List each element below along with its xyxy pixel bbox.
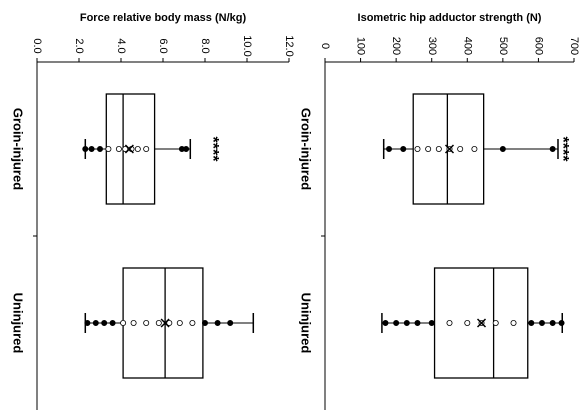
data-point	[120, 319, 127, 326]
y-tick-label: 400	[461, 37, 473, 55]
data-point	[143, 145, 150, 152]
data-point	[464, 319, 471, 326]
mean-marker	[476, 318, 487, 328]
data-point	[166, 319, 173, 326]
data-point	[134, 145, 141, 152]
y-tick-label: 4.0	[115, 38, 127, 53]
data-point	[130, 319, 137, 326]
data-point	[82, 145, 89, 152]
y-tick-label: 6.0	[157, 38, 169, 53]
significance-annotation: ****	[204, 137, 221, 163]
chart-title: Isometric hip adductor strength (N)	[358, 12, 542, 24]
data-point	[227, 319, 234, 326]
data-point	[510, 319, 517, 326]
y-tick-label: 2.0	[73, 38, 85, 53]
data-point	[538, 319, 545, 326]
data-point	[115, 145, 122, 152]
data-point	[414, 319, 421, 326]
data-point	[414, 145, 421, 152]
y-tick-label: 300	[426, 37, 438, 55]
data-point	[403, 319, 410, 326]
x-tick-label: Groin-injured	[299, 108, 314, 190]
data-point	[457, 145, 464, 152]
data-point	[97, 145, 104, 152]
data-point	[558, 319, 565, 326]
data-point	[471, 145, 478, 152]
data-point	[549, 145, 556, 152]
data-point	[88, 145, 95, 152]
data-point	[176, 319, 183, 326]
data-point	[549, 319, 556, 326]
y-tick-label: 700	[568, 37, 579, 55]
mean-marker	[160, 318, 170, 328]
data-point	[446, 319, 453, 326]
data-point	[183, 145, 190, 152]
data-point	[201, 319, 208, 326]
x-tick-label: Uninjured	[11, 293, 26, 354]
data-point	[393, 319, 400, 326]
data-point	[435, 145, 442, 152]
data-point	[109, 319, 116, 326]
mean-marker	[444, 144, 455, 154]
y-tick-label: 200	[390, 37, 402, 55]
data-point	[528, 319, 535, 326]
data-point	[428, 319, 435, 326]
y-tick-label: 0.0	[31, 38, 43, 53]
data-point	[214, 319, 221, 326]
y-tick-label: 12.0	[283, 35, 295, 56]
y-tick-label: 10.0	[241, 35, 253, 56]
mean-marker	[124, 144, 134, 154]
data-point	[425, 145, 432, 152]
chart-title: Force relative body mass (N/kg)	[80, 12, 247, 24]
data-point	[143, 319, 150, 326]
data-point	[382, 319, 389, 326]
data-point	[122, 145, 129, 152]
data-point	[101, 319, 108, 326]
box	[412, 93, 485, 205]
y-tick-label: 100	[355, 37, 367, 55]
data-point	[499, 145, 506, 152]
x-tick-label: Groin-injured	[11, 108, 26, 190]
data-point	[189, 319, 196, 326]
x-tick-label: Uninjured	[299, 293, 314, 354]
data-point	[492, 319, 499, 326]
data-point	[400, 145, 407, 152]
data-point	[84, 319, 91, 326]
data-point	[155, 319, 162, 326]
y-tick-label: 0	[319, 43, 331, 49]
data-point	[92, 319, 99, 326]
data-point	[386, 145, 393, 152]
significance-annotation: ****	[554, 137, 571, 163]
y-tick-label: 500	[497, 37, 509, 55]
data-point	[105, 145, 112, 152]
y-tick-label: 8.0	[199, 38, 211, 53]
y-tick-label: 600	[533, 37, 545, 55]
